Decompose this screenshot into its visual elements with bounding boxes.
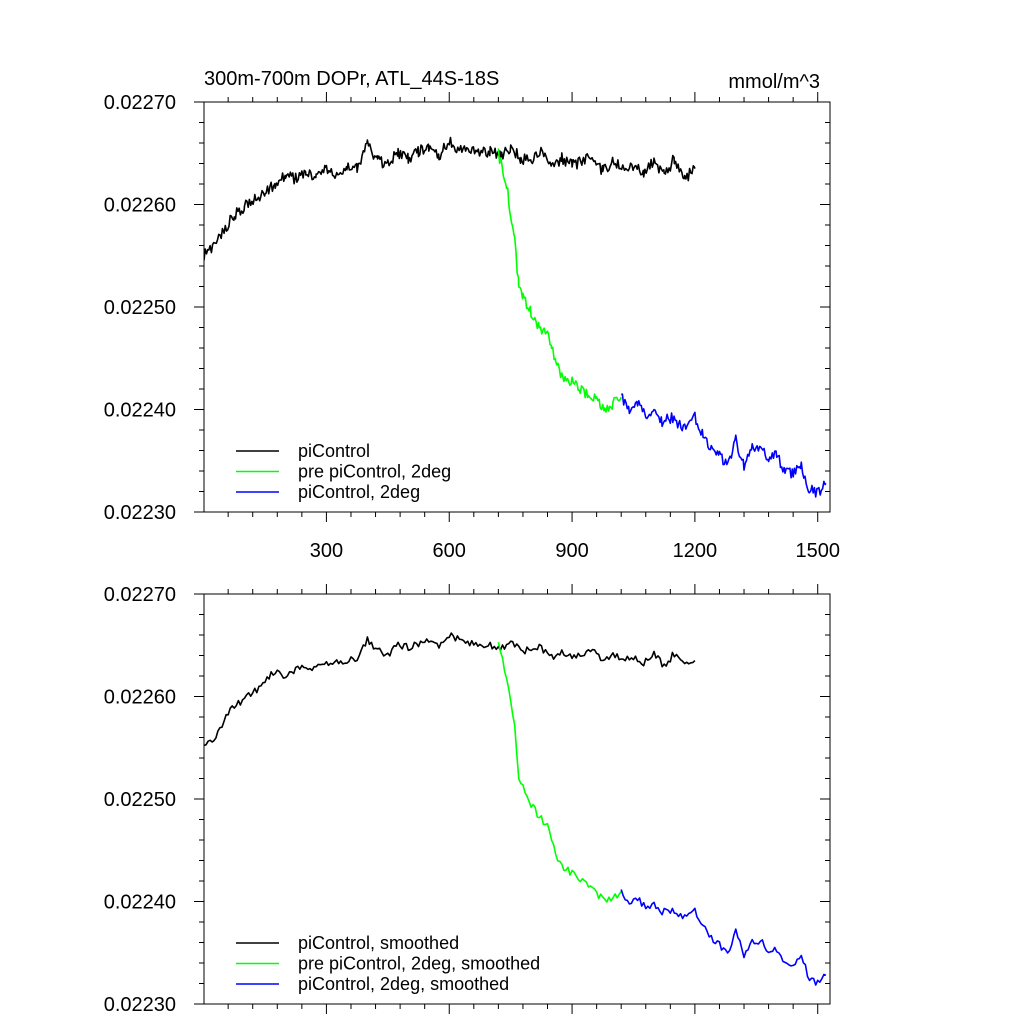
series-line bbox=[620, 889, 827, 986]
legend-label: piControl, 2deg bbox=[298, 482, 420, 502]
legend-label: piControl bbox=[298, 441, 370, 461]
y-tick-label: 0.02230 bbox=[104, 502, 176, 524]
y-tick-label: 0.02240 bbox=[104, 892, 176, 914]
top-panel: 300 600 900 1200 1500 0.02230 0.02240 0.02250 0.… bbox=[104, 92, 840, 562]
legend-label: piControl, 2deg, smoothed bbox=[298, 974, 509, 994]
bottom-panel: 0.02230 0.02240 0.02250 0.02260 0.02270 piCon… bbox=[104, 584, 831, 1016]
x-tick-label: 600 bbox=[433, 540, 466, 562]
y-tick-label: 0.02230 bbox=[104, 994, 176, 1016]
y-tick-label: 0.02260 bbox=[104, 195, 176, 217]
y-tick-label: 0.02250 bbox=[104, 789, 176, 811]
legend-label: pre piControl, 2deg, smoothed bbox=[298, 954, 540, 974]
x-tick-label: 300 bbox=[310, 540, 343, 562]
series-line bbox=[497, 642, 622, 903]
series-line bbox=[497, 148, 622, 413]
y-tick-label: 0.02240 bbox=[104, 400, 176, 422]
x-tick-label: 1200 bbox=[673, 540, 718, 562]
x-tick-label: 900 bbox=[555, 540, 588, 562]
legend-label: piControl, smoothed bbox=[298, 933, 459, 953]
y-tick-label: 0.02270 bbox=[104, 92, 176, 114]
series-line bbox=[204, 632, 696, 747]
y-tick-label: 0.02260 bbox=[104, 687, 176, 709]
y-tick-label: 0.02270 bbox=[104, 584, 176, 606]
chart-title: 300m-700m DOPr, ATL_44S-18S bbox=[204, 68, 499, 90]
y-tick-label: 0.02250 bbox=[104, 297, 176, 319]
series-line bbox=[204, 136, 696, 261]
legend-label: pre piControl, 2deg bbox=[298, 462, 451, 482]
units-label: mmol/m^3 bbox=[728, 71, 820, 93]
x-tick-label: 1500 bbox=[795, 540, 840, 562]
series-line bbox=[621, 393, 827, 498]
